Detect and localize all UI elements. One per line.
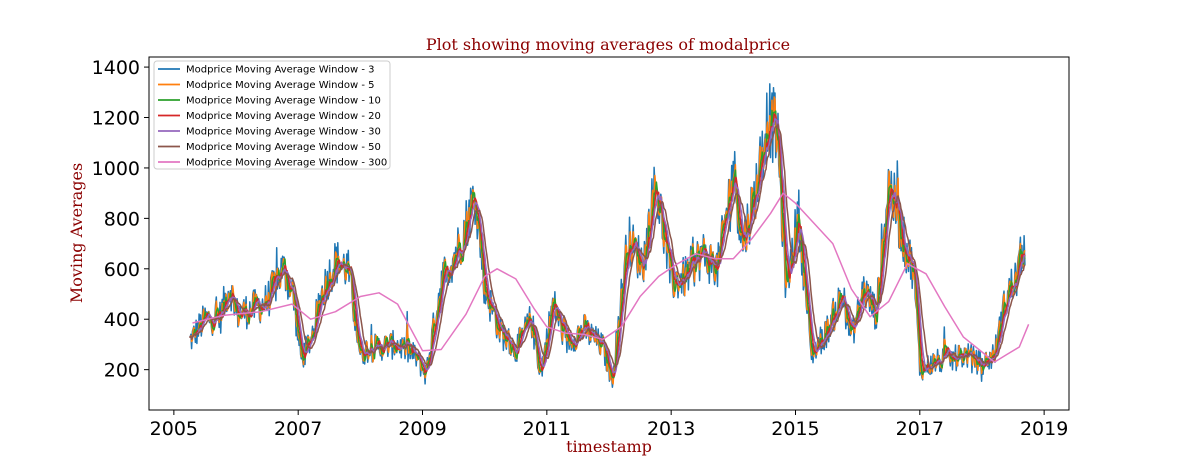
- y-tick-label: 1000: [92, 158, 140, 180]
- y-tick-label: 400: [104, 309, 140, 331]
- legend-entry: Modprice Moving Average Window - 20: [186, 111, 381, 122]
- y-axis-label: Moving Averages: [67, 163, 86, 303]
- series-layer: [189, 83, 1030, 388]
- legend-box: [153, 60, 391, 170]
- x-tick-label: 2017: [896, 418, 944, 440]
- y-tick-label: 200: [104, 360, 140, 382]
- chart-title: Plot showing moving averages of modalpri…: [426, 35, 790, 54]
- x-tick-label: 2007: [274, 418, 322, 440]
- legend-entry: Modprice Moving Average Window - 30: [186, 127, 381, 138]
- legend-entry: Modprice Moving Average Window - 3: [186, 65, 374, 76]
- x-axis-label: timestamp: [566, 437, 652, 456]
- legend-entry: Modprice Moving Average Window - 300: [186, 158, 387, 169]
- x-tick-label: 2015: [771, 418, 819, 440]
- plot-frame: [148, 56, 1070, 411]
- x-tick-label: 2005: [150, 418, 198, 440]
- series-line-window-50: [189, 123, 1026, 370]
- series-line-window-30: [189, 117, 1025, 374]
- y-tick-label: 800: [104, 208, 140, 230]
- y-tick-label: 1200: [92, 108, 140, 130]
- legend-entry: Modprice Moving Average Window - 50: [186, 142, 381, 153]
- series-line-window-300: [192, 192, 1030, 363]
- x-tick-label: 2011: [523, 418, 571, 440]
- y-tick-label: 600: [104, 259, 140, 281]
- x-axis: 2005 2007 2009 2011 2013 2015 2017 2019: [150, 410, 1068, 440]
- y-tick-label: 1400: [92, 57, 140, 79]
- x-tick-label: 2013: [647, 418, 695, 440]
- legend-entry: Modprice Moving Average Window - 10: [186, 96, 381, 107]
- legend-entry: Modprice Moving Average Window - 5: [186, 80, 374, 91]
- x-tick-label: 2009: [398, 418, 446, 440]
- x-tick-label: 2019: [1020, 418, 1068, 440]
- y-axis: 200 400 600 800 1000 1200 1400: [92, 57, 149, 382]
- legend: Modprice Moving Average Window - 3 Modpri…: [153, 60, 391, 170]
